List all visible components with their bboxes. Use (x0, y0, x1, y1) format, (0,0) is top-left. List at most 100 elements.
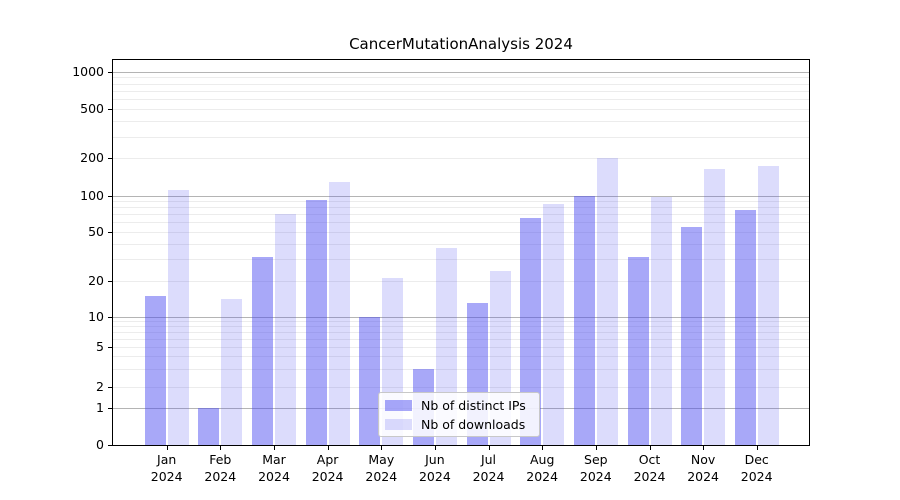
gridline-700 (113, 90, 809, 92)
y-tick-label-10: 10 (88, 308, 104, 324)
bar-nb-of-downloads-nov (704, 168, 726, 445)
x-tick-label-nov: Nov 2024 (687, 452, 719, 484)
bar-nb-of-downloads-apr (328, 181, 350, 445)
gridline-500 (113, 109, 809, 110)
bar-nb-of-distinct-ips-oct (627, 257, 649, 445)
x-tick-label-jul: Jul 2024 (472, 452, 505, 484)
x-tick-mark-nov (703, 446, 705, 450)
y-tick-mark-1 (108, 408, 112, 410)
x-tick-label-dec: Dec 2024 (740, 452, 773, 484)
gridline-80 (113, 207, 809, 209)
legend-item-distinct-ips: Nb of distinct IPs (385, 398, 533, 413)
y-tick-label-1000: 1000 (72, 63, 104, 79)
gridline-90 (113, 201, 809, 203)
gridline-40 (113, 243, 809, 245)
gridline-10 (113, 316, 809, 318)
y-tick-label-20: 20 (88, 273, 104, 288)
y-tick-label-1: 1 (96, 400, 104, 416)
x-tick-mark-apr (327, 446, 329, 450)
bar-nb-of-downloads-aug (543, 204, 565, 445)
x-tick-mark-dec (756, 446, 758, 450)
y-tick-mark-2 (108, 386, 112, 388)
legend: Nb of distinct IPs Nb of downloads (378, 392, 540, 437)
bar-nb-of-distinct-ips-mar (252, 257, 273, 445)
bar-nb-of-distinct-ips-dec (734, 210, 756, 445)
bar-nb-of-downloads-sep (596, 157, 618, 445)
legend-label-distinct-ips: Nb of distinct IPs (421, 397, 526, 413)
x-tick-label-apr: Apr 2024 (311, 452, 344, 484)
y-tick-mark-1000 (108, 71, 112, 73)
legend-swatch-downloads (385, 418, 412, 430)
x-tick-mark-jun (434, 446, 436, 450)
gridline-100 (113, 195, 809, 197)
gridline-60 (113, 222, 809, 224)
bar-nb-of-distinct-ips-jan (144, 295, 166, 445)
gridline-300 (113, 136, 809, 138)
legend-item-downloads: Nb of downloads (385, 417, 533, 432)
gridline-1000 (113, 71, 809, 73)
bar-nb-of-downloads-oct (650, 197, 672, 445)
bar-nb-of-downloads-feb (221, 299, 243, 445)
gridline-400 (113, 121, 809, 122)
gridline-9 (113, 321, 809, 323)
x-tick-mark-mar (274, 446, 275, 450)
x-tick-mark-feb (220, 446, 222, 450)
x-tick-label-may: May 2024 (365, 452, 398, 484)
gridline-6 (113, 338, 809, 340)
y-tick-mark-20 (108, 281, 112, 282)
bar-nb-of-downloads-dec (757, 165, 779, 445)
gridline-900 (113, 77, 809, 79)
y-tick-label-0: 0 (96, 437, 104, 452)
bar-nb-of-distinct-ips-may (359, 316, 381, 445)
bar-nb-of-distinct-ips-nov (681, 226, 703, 445)
gridline-50 (113, 231, 809, 233)
bar-nb-of-distinct-ips-aug (520, 218, 542, 445)
bar-nb-of-downloads-jan (167, 189, 189, 445)
x-tick-mark-aug (542, 446, 544, 450)
y-tick-label-2: 2 (96, 378, 104, 394)
bar-nb-of-distinct-ips-feb (198, 408, 220, 445)
gridline-600 (113, 99, 809, 101)
gridline-800 (113, 83, 809, 85)
bar-nb-of-distinct-ips-sep (573, 195, 595, 445)
y-tick-mark-0 (108, 445, 112, 446)
gridline-30 (113, 259, 809, 261)
gridline-8 (113, 326, 809, 328)
chart-title: CancerMutationAnalysis 2024 (349, 35, 573, 53)
y-tick-label-500: 500 (80, 101, 104, 116)
x-tick-label-feb: Feb 2024 (204, 452, 237, 484)
y-tick-mark-200 (108, 158, 112, 160)
x-tick-label-mar: Mar 2024 (258, 452, 290, 484)
y-tick-mark-100 (108, 195, 112, 197)
y-tick-label-200: 200 (80, 150, 104, 166)
gridline-2 (113, 386, 809, 388)
x-tick-mark-jul (488, 446, 490, 450)
legend-swatch-distinct-ips (385, 399, 412, 411)
gridline-70 (113, 214, 809, 216)
y-tick-label-50: 50 (88, 223, 104, 239)
y-tick-mark-5 (108, 346, 112, 348)
legend-label-downloads: Nb of downloads (421, 416, 526, 432)
y-tick-mark-50 (108, 231, 112, 233)
y-tick-label-100: 100 (80, 187, 104, 203)
x-tick-label-sep: Sep 2024 (579, 452, 612, 484)
x-tick-mark-jan (166, 446, 168, 450)
y-tick-label-5: 5 (96, 338, 104, 354)
y-tick-mark-500 (108, 109, 112, 110)
x-tick-label-aug: Aug 2024 (526, 452, 559, 484)
gridline-20 (113, 281, 809, 282)
x-tick-label-oct: Oct 2024 (633, 452, 666, 484)
plot-area: Nb of distinct IPs Nb of downloads (112, 59, 810, 446)
gridline-200 (113, 158, 809, 160)
x-tick-label-jan: Jan 2024 (150, 452, 183, 484)
bar-nb-of-downloads-mar (275, 214, 296, 445)
x-tick-mark-may (381, 446, 383, 450)
gridline-5 (113, 346, 809, 348)
gridline-7 (113, 332, 809, 334)
gridline-4 (113, 356, 809, 358)
bar-nb-of-distinct-ips-apr (305, 199, 327, 445)
y-tick-mark-10 (108, 316, 112, 318)
x-tick-mark-oct (649, 446, 651, 450)
x-tick-label-jun: Jun 2024 (418, 452, 451, 484)
